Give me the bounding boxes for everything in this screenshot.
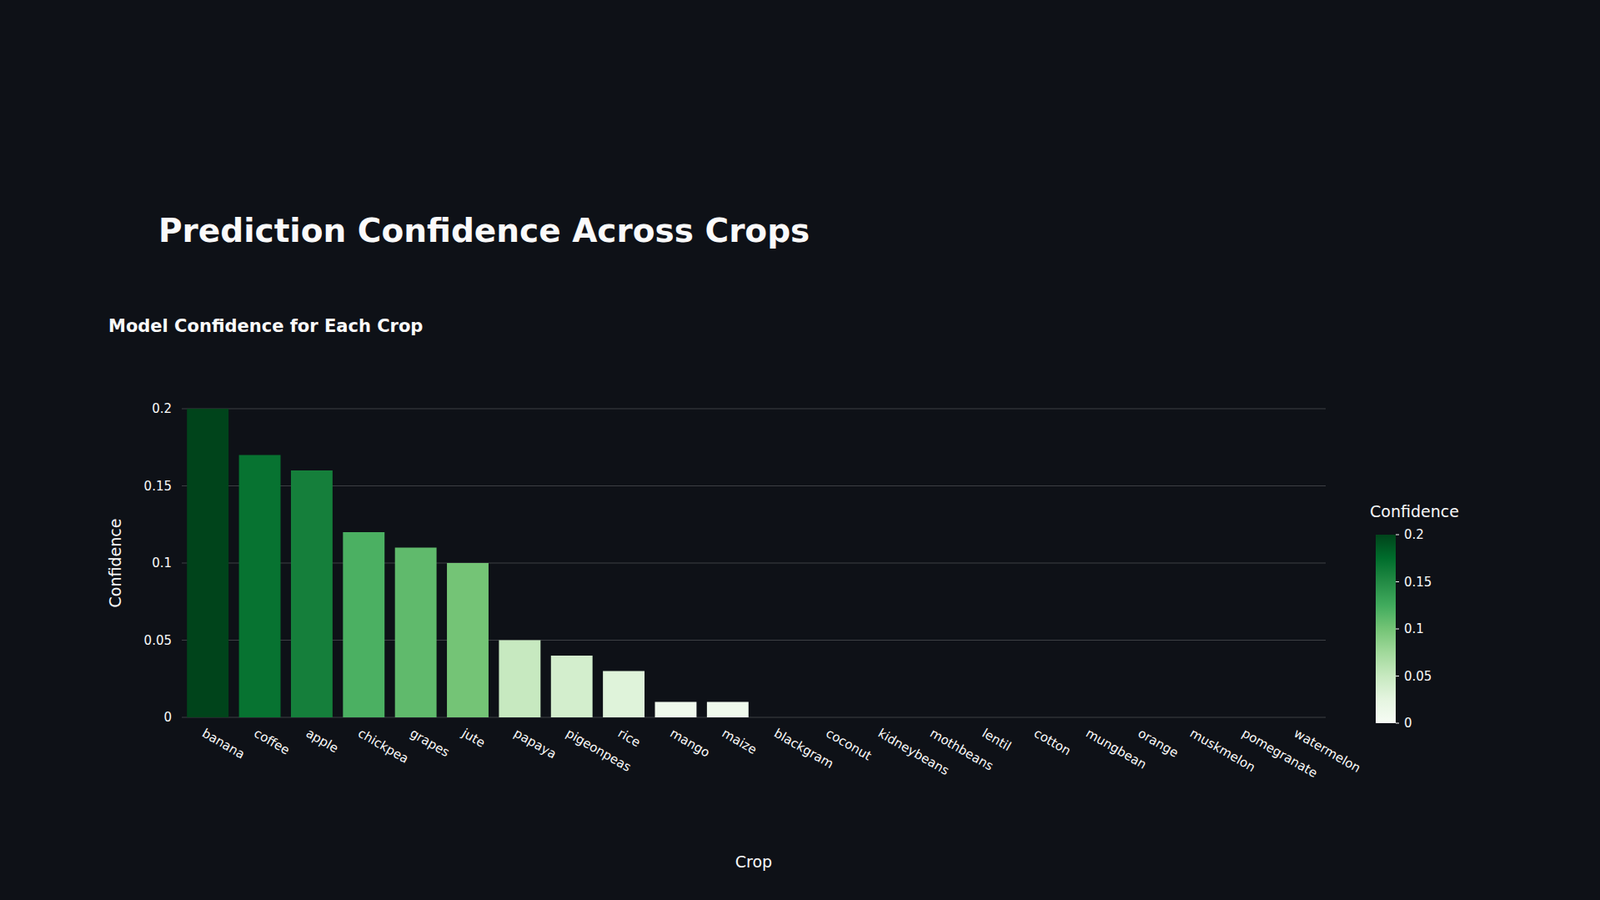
- x-tick-label: coffee: [251, 725, 293, 758]
- bar[interactable]: [342, 531, 385, 718]
- bar[interactable]: [395, 547, 437, 718]
- x-tick-label: jute: [458, 724, 488, 750]
- colorbar-tick: [1395, 534, 1400, 536]
- colorbar-tick: [1395, 722, 1400, 724]
- x-tick-label: maize: [719, 725, 760, 758]
- bar[interactable]: [186, 408, 229, 718]
- bar[interactable]: [290, 470, 333, 718]
- bar[interactable]: [498, 640, 541, 718]
- x-tick-label: banana: [199, 725, 248, 763]
- x-tick-label: orange: [1135, 725, 1182, 761]
- x-tick-label: cotton: [1031, 725, 1074, 759]
- colorbar-tick-label: 0.05: [1404, 668, 1432, 684]
- colorbar-tick: [1395, 581, 1400, 582]
- bar[interactable]: [551, 655, 593, 718]
- colorbar: [1375, 534, 1396, 723]
- bar[interactable]: [967, 717, 1009, 718]
- grid-line: [181, 408, 1326, 410]
- bar[interactable]: [1227, 717, 1269, 718]
- colorbar-tick-label: 0: [1404, 715, 1413, 731]
- bar[interactable]: [239, 455, 281, 718]
- colorbar-tick-label: 0.15: [1404, 574, 1432, 590]
- x-tick-label: rice: [615, 725, 643, 750]
- x-tick-label: chickpea: [355, 725, 412, 767]
- colorbar-tick: [1395, 675, 1400, 677]
- x-tick-label: coconut: [823, 725, 875, 764]
- colorbar-tick: [1395, 628, 1400, 630]
- bar[interactable]: [914, 717, 957, 718]
- x-tick-label: apple: [303, 725, 342, 756]
- grid-line: [181, 485, 1326, 487]
- x-tick-label: lentil: [979, 725, 1014, 754]
- bar[interactable]: [1174, 717, 1217, 718]
- bar[interactable]: [1070, 717, 1113, 718]
- bar[interactable]: [758, 717, 801, 718]
- y-tick-label: 0.15: [144, 478, 172, 494]
- chart: Prediction Confidence Across Crops Model …: [0, 0, 1600, 900]
- chart-title: Model Confidence for Each Crop: [108, 315, 423, 337]
- x-tick-label: watermelon: [1291, 725, 1364, 776]
- colorbar-tick-label: 0.2: [1404, 526, 1425, 542]
- bar[interactable]: [1278, 717, 1321, 718]
- bar[interactable]: [1123, 717, 1165, 718]
- y-tick-label: 0.1: [151, 555, 172, 571]
- x-axis-title: Crop: [735, 852, 773, 871]
- page-heading: Prediction Confidence Across Crops: [158, 211, 810, 250]
- bar[interactable]: [1018, 717, 1061, 718]
- y-tick-label: 0.05: [144, 632, 172, 648]
- bar[interactable]: [446, 562, 489, 718]
- y-tick-label: 0: [163, 709, 172, 725]
- x-tick-label: papaya: [511, 725, 559, 762]
- x-tick-label: grapes: [407, 725, 453, 760]
- colorbar-title: Confidence: [1369, 501, 1460, 521]
- bar[interactable]: [811, 717, 853, 718]
- bar[interactable]: [602, 671, 645, 718]
- x-tick-label: mango: [667, 725, 713, 761]
- colorbar-tick-label: 0.1: [1404, 621, 1425, 637]
- y-tick-label: 0.2: [151, 401, 172, 417]
- bar[interactable]: [862, 717, 905, 718]
- bar[interactable]: [707, 702, 749, 718]
- bar[interactable]: [655, 702, 698, 718]
- y-axis-title: Confidence: [105, 518, 125, 608]
- bars: [186, 408, 749, 718]
